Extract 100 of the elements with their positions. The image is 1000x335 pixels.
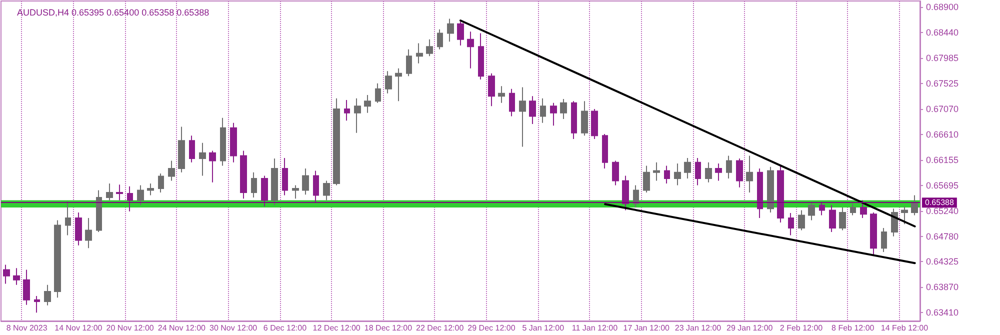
x-tick-label: 14 Nov 12:00 bbox=[54, 324, 103, 332]
candlestick bbox=[158, 173, 164, 193]
candlestick bbox=[540, 98, 546, 124]
candlestick bbox=[116, 184, 123, 201]
candlestick bbox=[127, 186, 133, 212]
candlestick bbox=[426, 38, 433, 57]
candlestick bbox=[767, 166, 774, 213]
candlestick bbox=[467, 31, 474, 69]
x-tick-label: 12 Dec 12:00 bbox=[312, 324, 361, 332]
x-tick-label: 8 Feb 12:00 bbox=[832, 324, 875, 332]
candlestick bbox=[498, 86, 505, 104]
x-tick-label: 29 Jan 12:00 bbox=[726, 324, 774, 332]
candlestick bbox=[364, 94, 371, 114]
candlestick bbox=[106, 183, 113, 201]
candlestick bbox=[911, 194, 918, 216]
candlestick bbox=[251, 172, 257, 198]
candlestick bbox=[65, 200, 71, 236]
candlestick bbox=[757, 168, 763, 219]
y-tick-label: 0.65695 bbox=[926, 180, 959, 190]
candlestick bbox=[323, 180, 330, 201]
candlestick bbox=[96, 190, 102, 232]
candlestick bbox=[271, 158, 278, 206]
x-tick-label: 18 Dec 12:00 bbox=[364, 324, 413, 332]
candlestick bbox=[44, 284, 51, 306]
candlestick bbox=[612, 160, 619, 186]
candlestick bbox=[571, 100, 577, 140]
candlestick bbox=[230, 122, 237, 163]
candlestick bbox=[302, 168, 309, 196]
candlestick bbox=[3, 264, 10, 284]
candlestick bbox=[633, 184, 639, 208]
candlestick bbox=[705, 162, 712, 183]
candlestick bbox=[581, 100, 588, 136]
candlestick bbox=[395, 68, 402, 102]
candlestick bbox=[457, 21, 464, 46]
candlestick bbox=[240, 150, 247, 200]
candlestick bbox=[591, 108, 598, 140]
candlestick bbox=[643, 165, 650, 193]
y-tick-label: 0.64325 bbox=[926, 256, 959, 267]
y-tick-label: 0.63410 bbox=[926, 308, 959, 318]
candlestick bbox=[788, 212, 794, 236]
candlestick bbox=[560, 98, 567, 120]
candlestick bbox=[550, 102, 557, 126]
candlestick bbox=[437, 28, 443, 50]
candlestick bbox=[715, 163, 722, 182]
candlestick bbox=[664, 165, 670, 184]
candlestick bbox=[870, 212, 877, 256]
x-tick-label: 8 Nov 2023 bbox=[6, 324, 48, 332]
candlestick bbox=[313, 170, 319, 203]
candlestick bbox=[189, 135, 195, 163]
candlestick bbox=[674, 163, 681, 186]
candlestick bbox=[602, 134, 608, 170]
y-tick-label: 0.64780 bbox=[926, 231, 959, 242]
candlestick bbox=[375, 82, 381, 104]
x-tick-label: 6 Dec 12:00 bbox=[263, 324, 308, 332]
candlestick bbox=[850, 203, 856, 216]
candlestick bbox=[75, 212, 82, 246]
candlestick bbox=[509, 88, 515, 117]
candlestick bbox=[746, 155, 753, 193]
candlestick bbox=[478, 32, 484, 80]
candlestick bbox=[385, 70, 392, 94]
y-tick-label: 0.66155 bbox=[926, 154, 959, 165]
y-tick-label: 0.67985 bbox=[926, 53, 959, 64]
ref-line-label: 0.65388 bbox=[925, 198, 954, 208]
candlestick bbox=[178, 126, 185, 173]
x-tick-label: 2 Feb 12:00 bbox=[780, 324, 824, 332]
candlestick bbox=[529, 96, 536, 124]
x-tick-label: 20 Nov 12:00 bbox=[106, 324, 154, 332]
candlestick bbox=[881, 228, 887, 252]
candlestick bbox=[726, 155, 732, 180]
candlestick bbox=[23, 269, 30, 306]
y-tick-label: 0.68900 bbox=[926, 2, 959, 12]
candlestick bbox=[13, 268, 20, 286]
candlestick bbox=[34, 295, 40, 314]
candlestick bbox=[684, 157, 691, 180]
y-tick-label: 0.65240 bbox=[926, 206, 959, 216]
candlestick bbox=[695, 157, 701, 186]
candlestick bbox=[282, 157, 288, 196]
candlestick bbox=[220, 117, 226, 166]
candlestick bbox=[416, 42, 423, 64]
x-tick-label: 30 Nov 12:00 bbox=[210, 324, 258, 332]
candlestick bbox=[147, 183, 154, 196]
x-tick-label: 23 Jan 12:00 bbox=[674, 324, 722, 332]
candlestick bbox=[653, 162, 660, 182]
candlestick bbox=[777, 165, 784, 223]
candlestick bbox=[819, 202, 825, 216]
candlestick bbox=[168, 160, 175, 182]
candlestick bbox=[839, 206, 846, 231]
candlestick bbox=[736, 158, 743, 188]
candlestick bbox=[447, 18, 454, 42]
candlestick bbox=[829, 204, 836, 232]
y-tick-label: 0.67525 bbox=[926, 78, 959, 89]
candlestick bbox=[333, 98, 340, 186]
x-tick-label: 17 Jan 12:00 bbox=[623, 324, 670, 332]
candlestick bbox=[199, 142, 206, 176]
y-tick-label: 0.66610 bbox=[926, 130, 959, 140]
candlestick bbox=[209, 150, 216, 183]
x-tick-label: 11 Jan 12:00 bbox=[572, 324, 618, 332]
candlestick bbox=[354, 98, 361, 134]
x-tick-label: 14 Feb 12:00 bbox=[880, 324, 929, 332]
candlestick bbox=[808, 202, 815, 221]
